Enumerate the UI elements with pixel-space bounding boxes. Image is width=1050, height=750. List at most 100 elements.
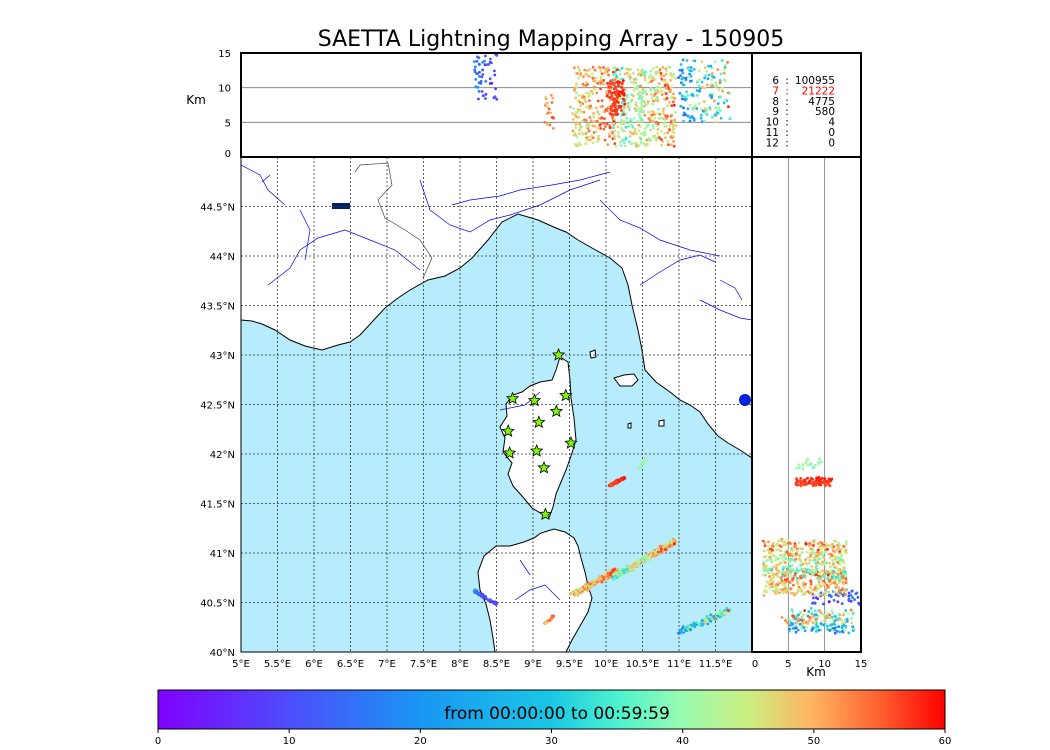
altitude-source-point bbox=[627, 68, 631, 72]
side-source-point bbox=[840, 622, 844, 625]
side-source-point bbox=[812, 559, 816, 562]
altitude-source-point bbox=[607, 73, 611, 77]
side-source-point bbox=[863, 602, 866, 605]
side-source-point bbox=[815, 576, 819, 580]
side-source-point bbox=[785, 550, 789, 554]
altitude-source-point bbox=[668, 128, 671, 132]
altitude-source-point bbox=[684, 76, 688, 80]
altitude-source-point bbox=[611, 70, 615, 74]
side-source-point bbox=[814, 479, 818, 482]
station-marker bbox=[532, 415, 546, 429]
altitude-source-point bbox=[670, 113, 673, 117]
side-source-point bbox=[807, 480, 811, 483]
altitude-source-point bbox=[701, 85, 705, 89]
altitude-source-point bbox=[623, 102, 627, 106]
sardinia-island bbox=[477, 528, 593, 652]
altitude-tick-label: 15 bbox=[218, 49, 231, 60]
altitude-source-point bbox=[682, 79, 686, 82]
altitude-source-point bbox=[678, 91, 682, 95]
side-source-point bbox=[836, 561, 840, 564]
lightning-source-point bbox=[700, 624, 704, 627]
altitude-source-point bbox=[588, 116, 592, 119]
altitude-source-point bbox=[698, 89, 701, 93]
altitude-source-point bbox=[660, 143, 664, 147]
side-source-point bbox=[794, 592, 798, 596]
altitude-source-point bbox=[639, 132, 643, 135]
altitude-source-point bbox=[481, 73, 485, 76]
side-source-point bbox=[783, 580, 786, 584]
altitude-source-point bbox=[608, 126, 612, 130]
altitude-source-point bbox=[618, 68, 622, 72]
side-source-point bbox=[789, 552, 792, 556]
altitude-source-point bbox=[657, 82, 661, 85]
altitude-source-point bbox=[583, 98, 587, 102]
side-source-point bbox=[772, 584, 776, 588]
altitude-source-point bbox=[635, 108, 639, 112]
altitude-source-point bbox=[588, 123, 591, 127]
altitude-source-point bbox=[723, 98, 727, 102]
side-source-point bbox=[839, 558, 843, 562]
altitude-source-point bbox=[722, 101, 726, 105]
altitude-source-point bbox=[649, 69, 653, 73]
colorbar-tick-label: 20 bbox=[414, 736, 427, 747]
altitude-source-point bbox=[575, 135, 579, 139]
side-source-point bbox=[794, 552, 798, 556]
side-source-point bbox=[768, 551, 772, 555]
side-source-point bbox=[773, 590, 777, 593]
side-source-point bbox=[779, 561, 783, 565]
side-source-point bbox=[834, 593, 838, 597]
altitude-source-point bbox=[648, 119, 652, 122]
side-source-point bbox=[824, 587, 828, 591]
lightning-source-point bbox=[477, 591, 481, 595]
altitude-source-point bbox=[664, 114, 667, 118]
side-source-point bbox=[800, 551, 804, 555]
side-source-point bbox=[806, 621, 809, 625]
altitude-source-point bbox=[614, 73, 618, 77]
altitude-source-point bbox=[613, 137, 617, 141]
side-source-point bbox=[802, 581, 805, 584]
altitude-source-point bbox=[640, 104, 644, 108]
altitude-source-point bbox=[613, 117, 616, 121]
side-source-point bbox=[844, 609, 848, 612]
altitude-source-point bbox=[592, 112, 595, 116]
side-source-point bbox=[811, 596, 815, 600]
altitude-source-point bbox=[575, 85, 578, 89]
side-source-point bbox=[810, 588, 814, 592]
colorbar-gradient bbox=[157, 689, 946, 730]
altitude-source-point bbox=[608, 98, 612, 102]
altitude-source-point bbox=[571, 129, 575, 133]
side-source-point bbox=[784, 557, 788, 561]
altitude-source-point bbox=[656, 112, 660, 115]
side-source-point bbox=[850, 616, 854, 620]
side-source-point bbox=[824, 569, 828, 573]
side-source-point bbox=[844, 540, 848, 543]
side-source-point bbox=[862, 591, 865, 594]
side-source-point bbox=[770, 567, 774, 571]
lightning-source-point bbox=[602, 576, 605, 579]
altitude-source-point bbox=[669, 78, 672, 82]
lightning-source-point bbox=[616, 567, 620, 571]
side-source-point bbox=[840, 602, 844, 605]
side-source-point bbox=[827, 590, 830, 594]
side-source-point bbox=[763, 589, 767, 593]
lightning-source-point bbox=[672, 539, 675, 543]
side-source-point bbox=[849, 599, 852, 603]
side-source-point bbox=[809, 552, 813, 555]
altitude-source-point bbox=[620, 101, 624, 104]
altitude-source-point bbox=[647, 81, 651, 84]
altitude-source-point bbox=[603, 138, 607, 142]
side-source-point bbox=[763, 544, 767, 548]
side-source-point bbox=[782, 559, 785, 563]
altitude-source-point bbox=[719, 72, 723, 76]
altitude-source-point bbox=[608, 89, 611, 93]
side-source-point bbox=[795, 466, 798, 470]
altitude-source-point bbox=[582, 75, 585, 79]
altitude-source-point bbox=[699, 113, 703, 117]
lightning-source-point bbox=[643, 558, 646, 562]
side-source-point bbox=[834, 555, 837, 559]
altitude-source-point bbox=[590, 134, 594, 138]
altitude-source-point bbox=[659, 86, 662, 89]
altitude-source-point bbox=[641, 92, 645, 95]
altitude-source-point bbox=[484, 97, 487, 100]
side-source-point bbox=[828, 578, 832, 582]
